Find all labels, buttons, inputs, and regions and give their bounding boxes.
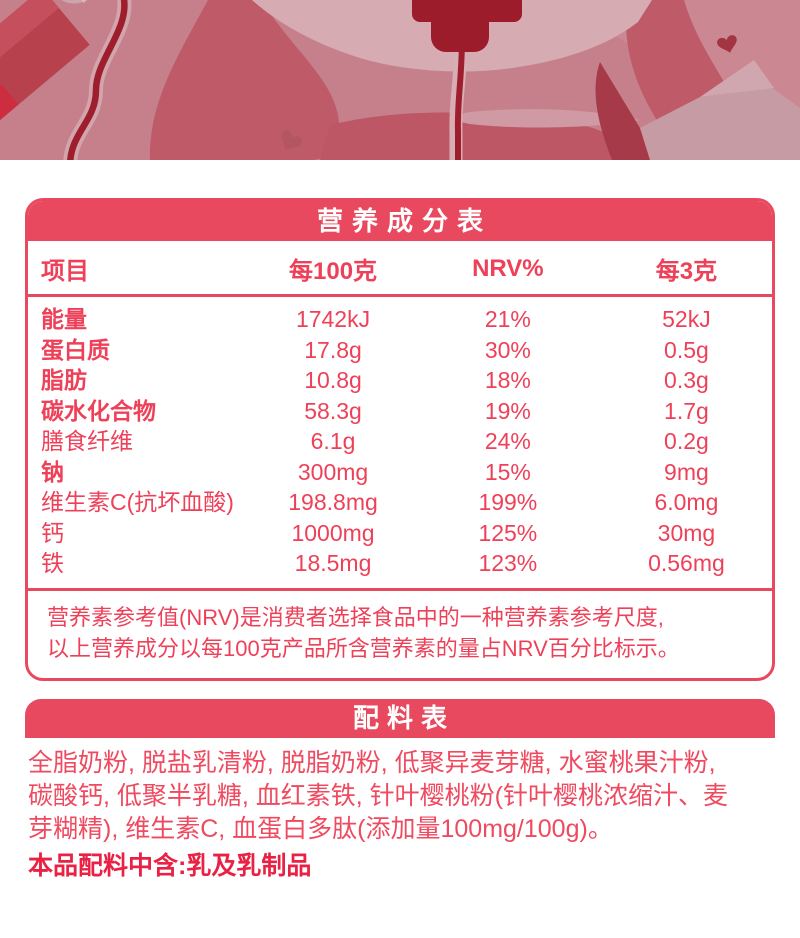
table-row-sodium: 钠 300mg 15% 9mg [28,457,772,488]
value-nrv: 24% [484,428,531,454]
ingredients-title: 配料表 [25,698,775,738]
nutrition-facts-card: 营养成分表 项目 每100克 NRV% 每3克 能量 1742kJ 21% 52… [25,198,775,681]
table-row-calcium: 钙 1000mg 125% 30mg [28,518,772,549]
value-nrv: 123% [478,550,538,576]
nutrient-name: 维生素C(抗坏血酸) [41,489,234,515]
ingredients-line: 碳酸钙, 低聚半乳糖, 血红素铁, 针叶樱桃粉(针叶樱桃浓缩汁、麦 [28,781,729,810]
value-per-3g: 0.3g [664,367,709,393]
blood-bag-illustration-icon [0,0,800,160]
nutrient-name: 能量 [41,306,87,332]
heart-icon [717,35,737,53]
nutrient-name: 钙 [41,519,64,546]
allergen-statement: 本品配料中含:乳及乳制品 [28,851,312,880]
nutrient-name: 钠 [41,458,64,485]
ingredients-line: 全脂奶粉, 脱盐乳清粉, 脱脂奶粉, 低聚异麦芽糖, 水蜜桃果汁粉, [28,748,716,777]
value-nrv: 18% [484,367,531,393]
col-header-nrv: NRV% [414,241,601,297]
ingredients-text: 全脂奶粉, 脱盐乳清粉, 脱脂奶粉, 低聚异麦芽糖, 水蜜桃果汁粉, 碳酸钙, … [28,747,772,883]
value-per-3g: 9mg [664,458,709,485]
value-nrv: 15% [484,458,531,485]
col-header-item: 项目 [28,241,252,297]
value-per-3g: 1.7g [664,397,709,424]
value-per-100g: 300mg [297,458,369,485]
value-per-3g: 6.0mg [654,489,719,515]
table-row-vitamin-c: 维生素C(抗坏血酸) 198.8mg 199% 6.0mg [28,487,772,518]
nutrition-header-row: 项目 每100克 NRV% 每3克 [28,241,772,297]
value-per-100g: 1742kJ [295,306,371,332]
table-row-fat: 脂肪 10.8g 18% 0.3g [28,365,772,396]
nrv-note: 营养素参考值(NRV)是消费者选择食品中的一种营养素参考尺度, 以上营养成分以每… [28,587,772,678]
value-nrv: 21% [484,306,531,332]
heart-icon [281,130,303,150]
value-per-100g: 58.3g [304,397,362,424]
value-nrv: 125% [478,519,538,546]
col-header-per-100g: 每100克 [251,241,415,297]
value-nrv: 19% [484,397,531,424]
nrv-note-line: 营养素参考值(NRV)是消费者选择食品中的一种营养素参考尺度, [47,604,664,630]
table-row-iron: 铁 18.5mg 123% 0.56mg [28,548,772,588]
nutrition-table-title: 营养成分表 [28,201,772,241]
col-header-per-3g: 每3克 [600,241,772,297]
nutrient-name: 膳食纤维 [41,428,133,454]
nutrient-name: 脂肪 [41,367,87,393]
value-per-3g: 52kJ [662,306,711,332]
value-per-100g: 17.8g [304,336,362,363]
nutrient-name: 铁 [41,550,64,576]
value-per-100g: 6.1g [310,428,356,454]
value-per-3g: 0.2g [664,428,709,454]
value-per-3g: 30mg [657,519,716,546]
nrv-note-line: 以上营养成分以每100克产品所含营养素的量占NRV百分比标示。 [47,635,680,661]
nutrient-name: 蛋白质 [41,336,110,363]
table-row-dietary-fiber: 膳食纤维 6.1g 24% 0.2g [28,426,772,457]
ingredients-line: 芽糊精), 维生素C, 血蛋白多肽(添加量100mg/100g)。 [28,814,613,843]
nutrient-name: 碳水化合物 [41,397,156,424]
value-per-100g: 198.8mg [288,489,378,515]
value-per-3g: 0.5g [664,336,709,363]
value-per-100g: 10.8g [304,367,362,393]
nutrition-table: 项目 每100克 NRV% 每3克 能量 1742kJ 21% 52kJ 蛋白质… [28,241,772,588]
value-per-3g: 0.56mg [648,550,725,576]
table-row-carbohydrate: 碳水化合物 58.3g 19% 1.7g [28,396,772,427]
value-nrv: 199% [478,489,538,515]
value-nrv: 30% [484,336,531,363]
value-per-100g: 1000mg [291,519,375,546]
table-row-energy: 能量 1742kJ 21% 52kJ [28,296,772,335]
hero-illustration [0,0,800,160]
value-per-100g: 18.5mg [294,550,372,576]
table-row-protein: 蛋白质 17.8g 30% 0.5g [28,335,772,366]
blood-bag-corner-icon [0,0,163,132]
